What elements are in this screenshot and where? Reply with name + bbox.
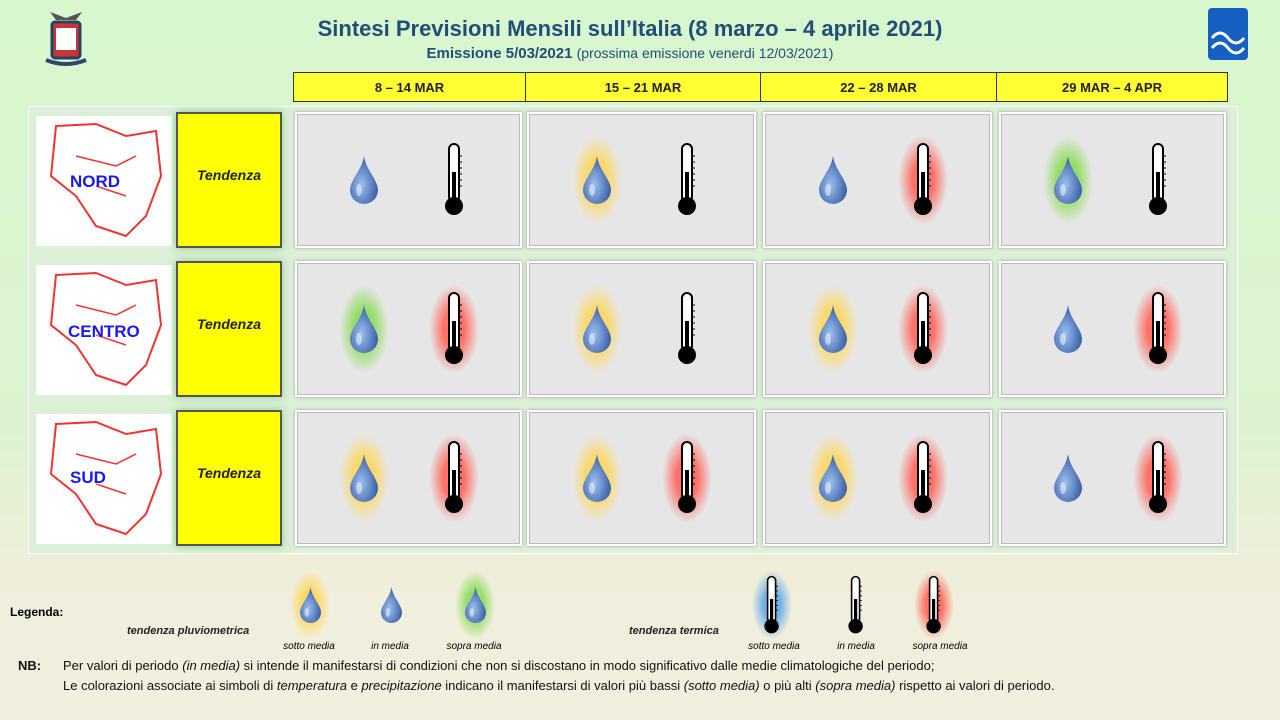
legend-rain-sotto: sotto media	[283, 641, 335, 652]
air-force-logo	[42, 8, 90, 68]
forecast-cell	[763, 410, 992, 546]
thermometer-icon-sopra-media	[428, 433, 479, 523]
nb-label: NB:	[18, 658, 42, 673]
emission-info: Emissione 5/03/2021 (prossima emissione …	[0, 45, 1260, 62]
forecast-cell	[295, 410, 522, 546]
thermometer-icon-sopra-media	[897, 135, 948, 225]
legend-title: Legenda:	[10, 605, 64, 619]
rain-drop-icon-sopra-media	[338, 284, 389, 374]
next-emission: (prossima emissione venerdi 12/03/2021)	[576, 45, 834, 61]
thermometer-icon-sopra-media	[428, 284, 479, 374]
rain-drop-icon-sotto-media	[571, 135, 622, 225]
forecast-cell	[763, 261, 992, 397]
meteo-service-logo	[1208, 8, 1248, 60]
forecast-cell	[527, 112, 756, 248]
legend-rain-drop-icon-sopra-media	[455, 570, 495, 640]
rain-drop-icon-in-media	[808, 135, 858, 225]
legend-thermometer-icon-sopra-media	[914, 570, 954, 640]
forecast-cell	[527, 261, 756, 397]
forecast-cell	[763, 112, 992, 248]
legend-temp-label: tendenza termica	[629, 625, 719, 637]
rain-drop-icon-in-media	[1043, 433, 1093, 523]
week-header-4: 29 MAR – 4 APR	[996, 72, 1228, 102]
legend-thermometer-icon-in-media	[836, 570, 876, 640]
forecast-cell	[999, 410, 1226, 546]
nb-line-1: Per valori di periodo (in media) si inte…	[63, 658, 935, 673]
thermometer-icon-in-media	[1133, 135, 1183, 225]
rain-drop-icon-sotto-media	[571, 433, 622, 523]
thermometer-icon-in-media	[662, 135, 712, 225]
rain-drop-icon-sopra-media	[1042, 135, 1093, 225]
emission-date: Emissione 5/03/2021	[426, 45, 573, 62]
forecast-cell	[527, 410, 756, 546]
thermometer-icon-in-media	[662, 284, 712, 374]
region-name: SUD	[70, 468, 106, 487]
week-header-3: 22 – 28 MAR	[760, 72, 997, 102]
region-name: NORD	[70, 172, 121, 191]
rain-drop-icon-sotto-media	[807, 433, 858, 523]
legend-temp-in: in media	[837, 641, 875, 652]
forecast-cell	[999, 112, 1226, 248]
legend-temp-sotto: sotto media	[748, 641, 800, 652]
legend-rain-sopra: sopra media	[446, 641, 502, 652]
legend-rain-drop-icon-sotto-media	[290, 570, 330, 640]
rain-drop-icon-sotto-media	[338, 433, 389, 523]
region-map-sud	[36, 414, 172, 544]
week-header-2: 15 – 21 MAR	[525, 72, 761, 102]
legend-temp-sopra: sopra media	[912, 641, 968, 652]
forecast-cell	[295, 112, 522, 248]
rain-drop-icon-in-media	[1043, 284, 1093, 374]
tendency-label: Tendenza	[176, 261, 282, 397]
rain-drop-icon-sotto-media	[807, 284, 858, 374]
region-name: CENTRO	[68, 322, 140, 341]
legend-rain-label: tendenza pluviometrica	[127, 625, 250, 637]
tendency-label: Tendenza	[176, 112, 282, 248]
forecast-cell	[295, 261, 522, 397]
thermometer-icon-in-media	[429, 135, 479, 225]
nb-line-2: Le colorazioni associate ai simboli di t…	[63, 678, 1055, 693]
page-title: Sintesi Previsioni Mensili sull’Italia (…	[317, 16, 943, 41]
region-map-centro	[36, 265, 172, 395]
thermometer-icon-sopra-media	[1132, 433, 1183, 523]
thermometer-icon-sopra-media	[897, 433, 948, 523]
legend-thermometer-icon-sotto-media	[752, 570, 792, 640]
thermometer-icon-sopra-media	[1132, 284, 1183, 374]
legend-rain-drop-icon-in-media	[371, 570, 411, 640]
forecast-cell	[999, 261, 1226, 397]
thermometer-icon-sopra-media	[661, 433, 712, 523]
thermometer-icon-sopra-media	[897, 284, 948, 374]
rain-drop-icon-in-media	[339, 135, 389, 225]
rain-drop-icon-sotto-media	[571, 284, 622, 374]
tendency-label: Tendenza	[176, 410, 282, 546]
week-header-1: 8 – 14 MAR	[293, 72, 526, 102]
legend-rain-in: in media	[371, 641, 409, 652]
region-map-nord	[36, 116, 172, 246]
